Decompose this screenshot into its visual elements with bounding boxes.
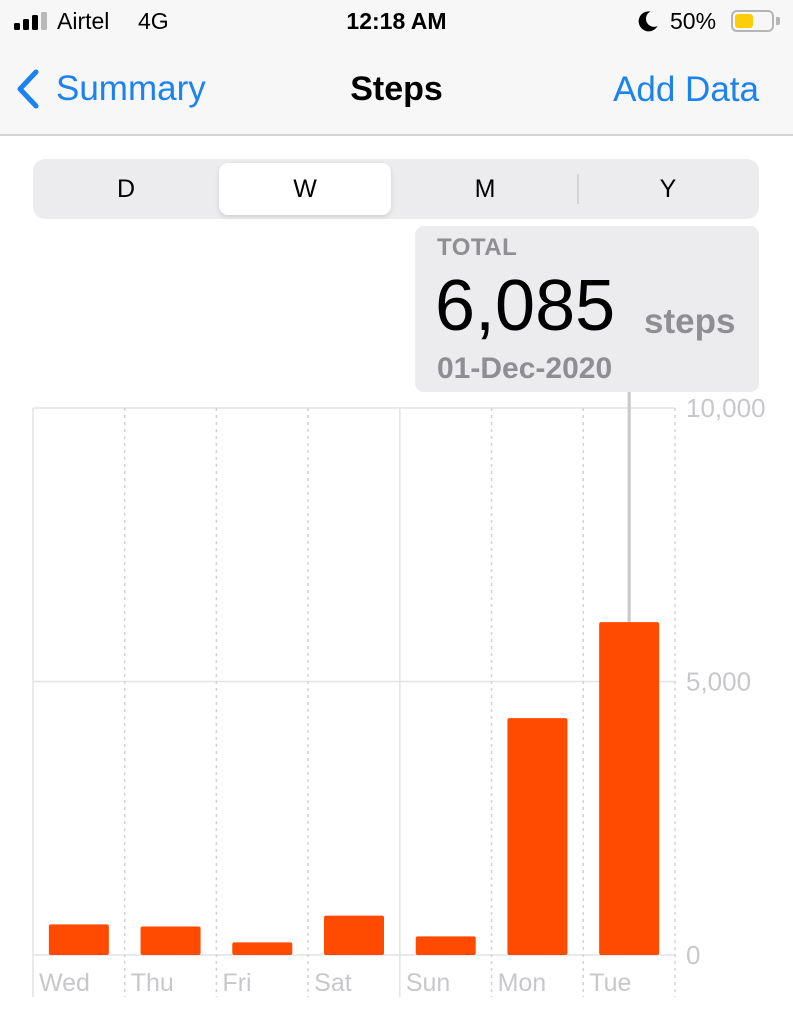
chart-bar-sat bbox=[324, 915, 384, 955]
segment-divider bbox=[577, 174, 579, 204]
status-time: 12:18 AM bbox=[346, 8, 447, 34]
status-bar: Airtel 4G 12:18 AM 50% bbox=[0, 0, 793, 44]
x-tick-label: Mon bbox=[498, 969, 547, 997]
selection-callout: TOTAL 6,085 steps 01-Dec-2020 bbox=[415, 226, 759, 392]
chart-bar-mon bbox=[507, 718, 568, 955]
navigation-bar: Summary Steps Add Data bbox=[0, 44, 793, 136]
callout-date: 01-Dec-2020 bbox=[437, 352, 613, 385]
battery-percent: 50% bbox=[670, 8, 717, 34]
segment-day[interactable]: D bbox=[116, 174, 136, 203]
network-type: 4G bbox=[138, 8, 169, 34]
page-title: Steps bbox=[350, 70, 443, 108]
back-button[interactable]: Summary bbox=[14, 66, 206, 112]
cellular-signal-icon bbox=[14, 12, 48, 30]
back-label: Summary bbox=[56, 69, 206, 108]
segment-month[interactable]: M bbox=[474, 174, 496, 203]
x-tick-label: Sun bbox=[406, 969, 450, 997]
x-tick-label: Sat bbox=[314, 969, 352, 997]
chart-bar-tue bbox=[599, 622, 660, 955]
chart-bar-sun bbox=[415, 936, 476, 955]
moon-icon bbox=[638, 11, 658, 32]
x-tick-label: Fri bbox=[222, 969, 251, 997]
x-tick-label: Thu bbox=[131, 969, 174, 997]
carrier-name: Airtel bbox=[57, 8, 110, 34]
y-tick-label: 5,000 bbox=[686, 667, 751, 697]
time-range-segmented-control: D W M Y bbox=[33, 159, 759, 219]
battery-level bbox=[735, 14, 753, 28]
add-data-button[interactable]: Add Data bbox=[613, 70, 759, 109]
chart-ticks: 0 5,000 10,000 Wed Thu Fri Sat Sun Mon Tue bbox=[39, 393, 766, 997]
segment-week[interactable]: W bbox=[219, 163, 391, 215]
chart-grid bbox=[32, 407, 676, 997]
chart-bars bbox=[48, 622, 660, 955]
chart-bar-fri bbox=[232, 942, 293, 955]
chevron-left-icon bbox=[17, 69, 39, 109]
segment-year[interactable]: Y bbox=[659, 174, 677, 203]
x-tick-label: Wed bbox=[39, 969, 90, 997]
x-tick-label: Tue bbox=[589, 969, 631, 997]
y-tick-label: 0 bbox=[686, 940, 700, 970]
battery-cap bbox=[776, 17, 780, 25]
callout-unit: steps bbox=[644, 302, 736, 341]
battery-icon bbox=[731, 10, 774, 32]
chart-bar-thu bbox=[140, 926, 201, 955]
chart-bar-wed bbox=[48, 924, 109, 955]
callout-total-value: 6,085 bbox=[435, 266, 616, 346]
callout-label: TOTAL bbox=[437, 234, 518, 261]
y-tick-label: 10,000 bbox=[686, 393, 766, 423]
